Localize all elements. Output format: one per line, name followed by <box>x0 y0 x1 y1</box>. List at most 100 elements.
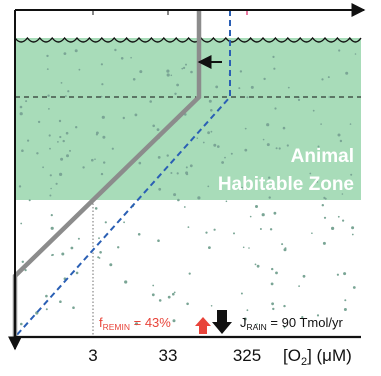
speckle <box>100 172 104 176</box>
speckle <box>286 144 289 147</box>
speckle <box>46 68 49 70</box>
speckle <box>156 128 160 132</box>
speckle <box>152 284 155 287</box>
speckle <box>45 308 48 311</box>
speckle <box>167 295 171 299</box>
sea-surface-wave <box>14 36 362 43</box>
speckle <box>173 291 176 294</box>
speckle <box>352 286 356 289</box>
speckle <box>281 243 284 246</box>
speckle <box>134 113 138 117</box>
speckle <box>241 186 244 189</box>
speckle <box>298 285 300 287</box>
speckle <box>170 74 173 77</box>
speckle <box>59 300 62 304</box>
axis-label-open: [O <box>283 346 301 365</box>
speckle <box>316 180 319 183</box>
speckle <box>210 109 213 112</box>
speckle <box>337 215 340 218</box>
f-remin-value: = 43% <box>130 315 171 330</box>
tick-label-325: 325 <box>233 346 261 365</box>
speckle <box>196 137 199 139</box>
speckle <box>240 292 243 295</box>
speckle <box>225 200 228 203</box>
speckle <box>343 272 347 276</box>
speckle <box>122 116 126 120</box>
speckle <box>221 161 225 164</box>
speckle <box>19 105 23 109</box>
speckle <box>49 174 52 177</box>
speckle <box>21 149 24 152</box>
speckle <box>177 198 180 202</box>
f-remin-up-arrow <box>195 317 211 334</box>
speckle <box>266 123 270 127</box>
speckle <box>271 302 274 306</box>
speckle <box>197 196 201 200</box>
j-rain-label: JRAIN = 90 Tmol/yr <box>240 315 343 332</box>
speckle <box>100 95 103 98</box>
speckle <box>263 77 266 81</box>
speckle <box>302 274 306 278</box>
j-rain-down-arrow <box>212 310 232 334</box>
speckle <box>62 139 65 143</box>
speckle <box>341 193 344 195</box>
speckle <box>59 172 63 176</box>
speckle <box>37 120 41 124</box>
speckle <box>46 54 49 58</box>
speckle <box>268 176 271 179</box>
speckle <box>166 69 170 73</box>
speckle <box>262 138 265 141</box>
speckle <box>94 158 96 160</box>
speckle <box>239 70 243 73</box>
speckle <box>78 68 81 71</box>
speckle <box>158 187 162 191</box>
speckle <box>271 267 274 271</box>
speckle <box>337 133 341 137</box>
speckle <box>282 126 286 130</box>
speckle <box>61 252 65 256</box>
speckle <box>99 251 102 254</box>
speckle <box>242 246 245 249</box>
speckle <box>317 145 320 148</box>
speckle <box>50 226 54 230</box>
speckle <box>261 213 265 217</box>
tick-label-33: 33 <box>159 346 178 365</box>
speckle <box>176 172 179 175</box>
speckle <box>345 71 349 75</box>
j-rain-main: J <box>240 315 247 330</box>
speckle <box>18 185 22 188</box>
speckle <box>207 185 210 188</box>
speckle <box>48 134 51 137</box>
speckle <box>208 99 212 103</box>
speckle <box>246 309 249 312</box>
speckle <box>173 193 177 197</box>
speckle <box>188 272 191 275</box>
speckle <box>205 231 208 234</box>
speckle <box>354 53 357 55</box>
speckle <box>344 299 347 302</box>
j-rain-sub: RAIN <box>247 322 267 332</box>
speckle <box>351 226 355 230</box>
speckle <box>166 154 169 157</box>
speckle <box>349 123 352 125</box>
speckle <box>50 187 52 190</box>
speckle <box>270 282 274 286</box>
speckle <box>350 173 353 176</box>
speckle <box>120 57 124 60</box>
speckle <box>275 271 278 275</box>
speckle <box>51 253 54 256</box>
speckle <box>274 107 277 110</box>
speckle <box>321 204 324 207</box>
speckle <box>266 143 270 147</box>
speckle <box>124 280 128 284</box>
speckle <box>254 263 257 266</box>
speckle <box>49 147 51 150</box>
speckle <box>157 156 161 159</box>
speckle <box>327 76 330 79</box>
speckle <box>172 319 176 323</box>
speckle <box>297 98 301 101</box>
speckle <box>338 49 341 52</box>
speckle <box>238 87 241 90</box>
